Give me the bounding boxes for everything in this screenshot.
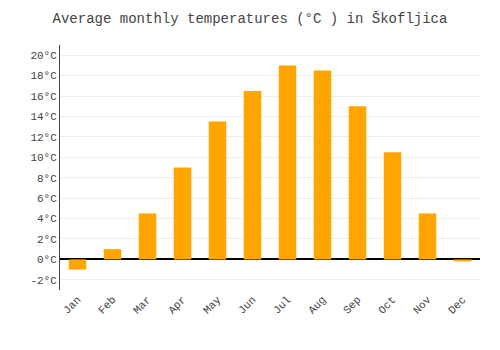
svg-text:Apr: Apr	[166, 294, 188, 316]
svg-text:8°C: 8°C	[37, 173, 57, 185]
svg-text:Mar: Mar	[131, 294, 153, 316]
svg-text:Jul: Jul	[271, 294, 293, 316]
svg-text:14°C: 14°C	[30, 111, 57, 123]
svg-text:12°C: 12°C	[30, 132, 57, 144]
svg-text:Nov: Nov	[411, 294, 434, 317]
svg-text:Jun: Jun	[236, 294, 258, 316]
svg-text:Oct: Oct	[376, 294, 398, 316]
svg-text:6°C: 6°C	[37, 193, 57, 205]
svg-text:-2°C: -2°C	[30, 275, 57, 287]
svg-text:Sep: Sep	[341, 294, 363, 316]
svg-text:18°C: 18°C	[30, 70, 57, 82]
svg-text:16°C: 16°C	[30, 91, 57, 103]
svg-text:Aug: Aug	[306, 294, 328, 316]
svg-text:Jan: Jan	[61, 294, 83, 316]
svg-text:0°C: 0°C	[37, 254, 57, 266]
svg-text:20°C: 20°C	[30, 50, 57, 62]
svg-text:May: May	[201, 294, 224, 317]
svg-text:4°C: 4°C	[37, 213, 57, 225]
svg-text:2°C: 2°C	[37, 234, 57, 246]
svg-text:10°C: 10°C	[30, 152, 57, 164]
svg-text:Average monthly temperatures (: Average monthly temperatures (°C ) in Šk…	[53, 10, 448, 27]
svg-text:Dec: Dec	[446, 294, 468, 316]
svg-text:Feb: Feb	[96, 294, 118, 316]
